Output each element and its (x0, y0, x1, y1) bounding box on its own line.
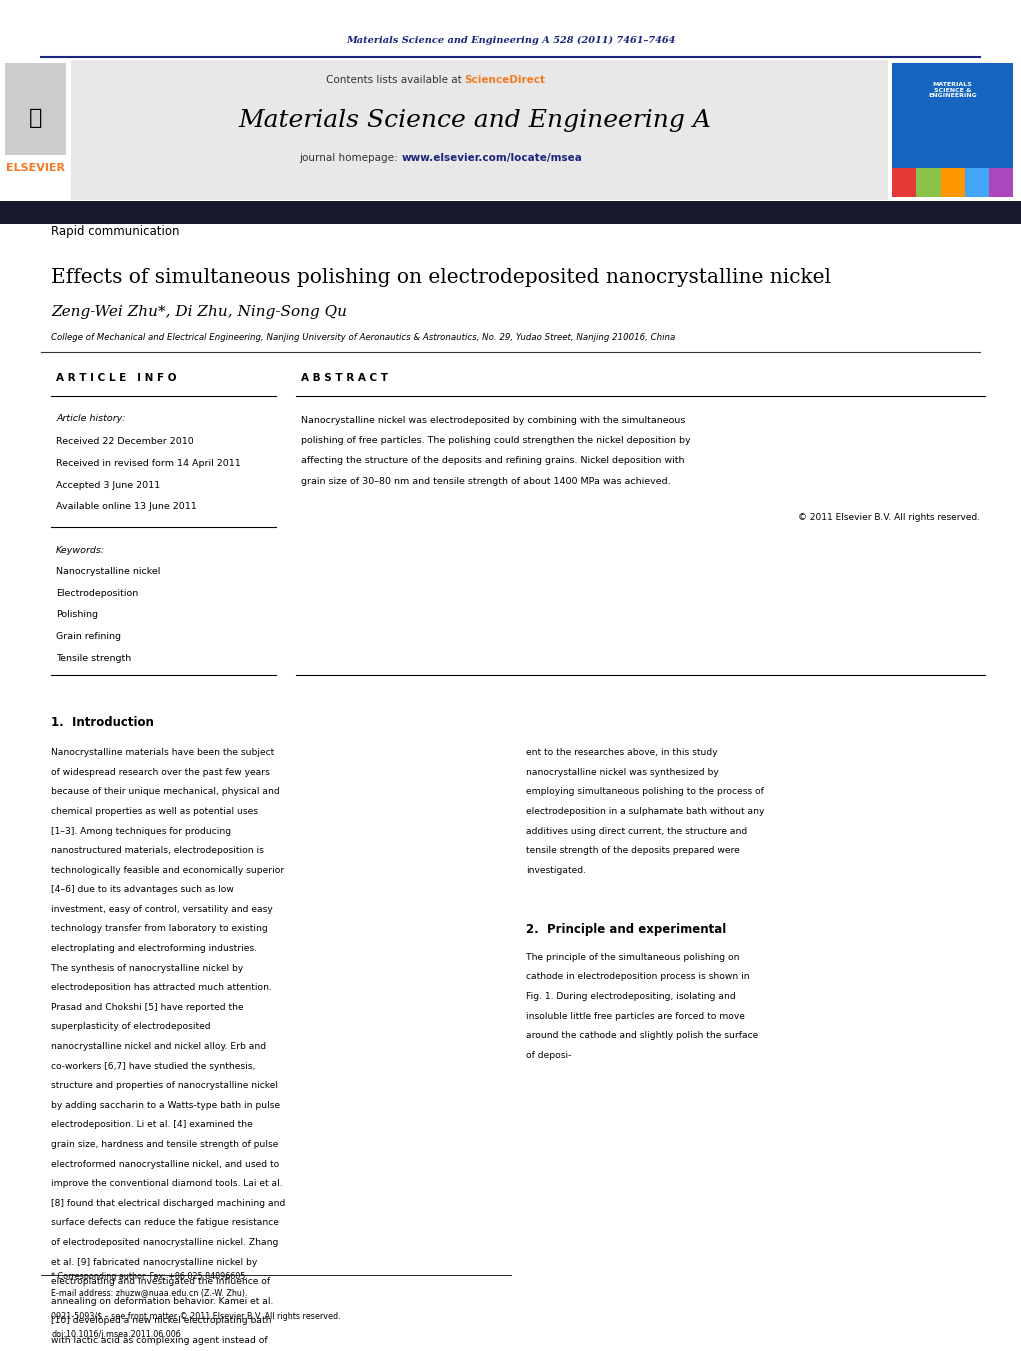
Text: [8] found that electrical discharged machining and: [8] found that electrical discharged mac… (51, 1198, 286, 1208)
Text: * Corresponding author. Fax: +86 025 84896605.: * Corresponding author. Fax: +86 025 848… (51, 1271, 248, 1281)
Text: Nanocrystalline nickel was electrodeposited by combining with the simultaneous: Nanocrystalline nickel was electrodeposi… (301, 416, 685, 424)
Text: The principle of the simultaneous polishing on: The principle of the simultaneous polish… (526, 952, 739, 962)
FancyBboxPatch shape (988, 168, 1013, 197)
Text: 2.  Principle and experimental: 2. Principle and experimental (526, 923, 726, 936)
Text: chemical properties as well as potential uses: chemical properties as well as potential… (51, 807, 258, 816)
Text: nanocrystalline nickel and nickel alloy. Erb and: nanocrystalline nickel and nickel alloy.… (51, 1042, 266, 1051)
Text: electroplating and investigated the influence of: electroplating and investigated the infl… (51, 1277, 271, 1286)
Text: superplasticity of electrodeposited: superplasticity of electrodeposited (51, 1023, 210, 1031)
Text: electrodeposition. Li et al. [4] examined the: electrodeposition. Li et al. [4] examine… (51, 1120, 253, 1129)
Text: Effects of simultaneous polishing on electrodeposited nanocrystalline nickel: Effects of simultaneous polishing on ele… (51, 267, 831, 286)
Text: nanostructured materials, electrodeposition is: nanostructured materials, electrodeposit… (51, 846, 263, 855)
FancyBboxPatch shape (5, 63, 66, 155)
Text: The synthesis of nanocrystalline nickel by: The synthesis of nanocrystalline nickel … (51, 963, 243, 973)
Text: co-workers [6,7] have studied the synthesis,: co-workers [6,7] have studied the synthe… (51, 1062, 255, 1070)
Text: 1.  Introduction: 1. Introduction (51, 716, 154, 728)
Text: Zeng-Wei Zhu*, Di Zhu, Ning-Song Qu: Zeng-Wei Zhu*, Di Zhu, Ning-Song Qu (51, 305, 347, 319)
Text: Available online 13 June 2011: Available online 13 June 2011 (56, 503, 197, 511)
Text: Keywords:: Keywords: (56, 546, 105, 554)
Text: 0921-5093/$ – see front matter © 2011 Elsevier B.V. All rights reserved.: 0921-5093/$ – see front matter © 2011 El… (51, 1312, 341, 1321)
Text: investment, easy of control, versatility and easy: investment, easy of control, versatility… (51, 905, 273, 913)
Text: investigated.: investigated. (526, 866, 586, 874)
Text: Rapid communication: Rapid communication (51, 226, 180, 239)
Text: with lactic acid as complexing agent instead of: with lactic acid as complexing agent ins… (51, 1336, 268, 1344)
FancyBboxPatch shape (917, 168, 940, 197)
Text: because of their unique mechanical, physical and: because of their unique mechanical, phys… (51, 788, 280, 796)
FancyBboxPatch shape (965, 168, 988, 197)
Text: Received in revised form 14 April 2011: Received in revised form 14 April 2011 (56, 459, 241, 467)
FancyBboxPatch shape (0, 59, 71, 200)
Text: polishing of free particles. The polishing could strengthen the nickel depositio: polishing of free particles. The polishi… (301, 436, 691, 444)
Text: affecting the structure of the deposits and refining grains. Nickel deposition w: affecting the structure of the deposits … (301, 457, 685, 465)
Text: annealing on deformation behavior. Kamei et al.: annealing on deformation behavior. Kamei… (51, 1297, 274, 1305)
Text: surface defects can reduce the fatigue resistance: surface defects can reduce the fatigue r… (51, 1219, 279, 1227)
Text: additives using direct current, the structure and: additives using direct current, the stru… (526, 827, 747, 835)
Text: technologically feasible and economically superior: technologically feasible and economicall… (51, 866, 284, 874)
Text: cathode in electrodeposition process is shown in: cathode in electrodeposition process is … (526, 973, 749, 981)
Text: employing simultaneous polishing to the process of: employing simultaneous polishing to the … (526, 788, 764, 796)
Text: of widespread research over the past few years: of widespread research over the past few… (51, 767, 270, 777)
Text: Prasad and Chokshi [5] have reported the: Prasad and Chokshi [5] have reported the (51, 1002, 244, 1012)
Text: Materials Science and Engineering A: Materials Science and Engineering A (238, 108, 712, 131)
Text: nanocrystalline nickel was synthesized by: nanocrystalline nickel was synthesized b… (526, 767, 719, 777)
Text: [4–6] due to its advantages such as low: [4–6] due to its advantages such as low (51, 885, 234, 894)
FancyBboxPatch shape (892, 62, 1013, 197)
Text: www.elsevier.com/locate/msea: www.elsevier.com/locate/msea (401, 153, 582, 163)
Text: ELSEVIER: ELSEVIER (6, 163, 65, 173)
Text: MATERIALS
SCIENCE &
ENGINEERING: MATERIALS SCIENCE & ENGINEERING (928, 81, 977, 99)
Text: electrodeposition in a sulphamate bath without any: electrodeposition in a sulphamate bath w… (526, 807, 764, 816)
Text: Nanocrystalline nickel: Nanocrystalline nickel (56, 567, 160, 576)
FancyBboxPatch shape (892, 168, 917, 197)
Text: Materials Science and Engineering A 528 (2011) 7461–7464: Materials Science and Engineering A 528 … (346, 35, 675, 45)
Text: journal homepage:: journal homepage: (299, 153, 401, 163)
Text: grain size, hardness and tensile strength of pulse: grain size, hardness and tensile strengt… (51, 1140, 279, 1148)
FancyBboxPatch shape (71, 59, 888, 200)
Text: Electrodeposition: Electrodeposition (56, 589, 139, 597)
Text: College of Mechanical and Electrical Engineering, Nanjing University of Aeronaut: College of Mechanical and Electrical Eng… (51, 332, 675, 342)
Text: ent to the researches above, in this study: ent to the researches above, in this stu… (526, 748, 718, 757)
Text: Tensile strength: Tensile strength (56, 654, 132, 662)
Text: insoluble little free particles are forced to move: insoluble little free particles are forc… (526, 1012, 744, 1020)
Text: Article history:: Article history: (56, 415, 126, 423)
Text: by adding saccharin to a Watts-type bath in pulse: by adding saccharin to a Watts-type bath… (51, 1101, 280, 1109)
Text: et al. [9] fabricated nanocrystalline nickel by: et al. [9] fabricated nanocrystalline ni… (51, 1258, 257, 1266)
Text: Nanocrystalline materials have been the subject: Nanocrystalline materials have been the … (51, 748, 275, 757)
Text: electrodeposition has attracted much attention.: electrodeposition has attracted much att… (51, 984, 272, 992)
Text: ScienceDirect: ScienceDirect (465, 76, 545, 85)
Text: Contents lists available at: Contents lists available at (326, 76, 465, 85)
Text: of deposi-: of deposi- (526, 1051, 571, 1059)
Text: Fig. 1. During electrodepositing, isolating and: Fig. 1. During electrodepositing, isolat… (526, 992, 735, 1001)
Text: around the cathode and slightly polish the surface: around the cathode and slightly polish t… (526, 1031, 758, 1040)
Text: of electrodeposited nanocrystalline nickel. Zhang: of electrodeposited nanocrystalline nick… (51, 1238, 279, 1247)
Text: Received 22 December 2010: Received 22 December 2010 (56, 438, 194, 446)
Text: tensile strength of the deposits prepared were: tensile strength of the deposits prepare… (526, 846, 739, 855)
Text: doi:10.1016/j.msea.2011.06.006: doi:10.1016/j.msea.2011.06.006 (51, 1329, 181, 1339)
Text: improve the conventional diamond tools. Lai et al.: improve the conventional diamond tools. … (51, 1179, 283, 1188)
Text: 🌿: 🌿 (29, 108, 43, 128)
Text: Grain refining: Grain refining (56, 632, 121, 640)
Text: E-mail address: zhuzw@nuaa.edu.cn (Z.-W. Zhu).: E-mail address: zhuzw@nuaa.edu.cn (Z.-W.… (51, 1288, 247, 1297)
Text: grain size of 30–80 nm and tensile strength of about 1400 MPa was achieved.: grain size of 30–80 nm and tensile stren… (301, 477, 671, 485)
Text: Accepted 3 June 2011: Accepted 3 June 2011 (56, 481, 160, 489)
Text: © 2011 Elsevier B.V. All rights reserved.: © 2011 Elsevier B.V. All rights reserved… (798, 513, 980, 521)
Text: Polishing: Polishing (56, 611, 98, 619)
Text: technology transfer from laboratory to existing: technology transfer from laboratory to e… (51, 924, 268, 934)
Text: [10] developed a new nickel electroplating bath: [10] developed a new nickel electroplati… (51, 1316, 272, 1325)
FancyBboxPatch shape (940, 168, 965, 197)
Text: electroplating and electroforming industries.: electroplating and electroforming indust… (51, 944, 257, 952)
Text: structure and properties of nanocrystalline nickel: structure and properties of nanocrystall… (51, 1081, 278, 1090)
Text: A R T I C L E   I N F O: A R T I C L E I N F O (56, 373, 177, 382)
Text: [1–3]. Among techniques for producing: [1–3]. Among techniques for producing (51, 827, 231, 835)
Text: electroformed nanocrystalline nickel, and used to: electroformed nanocrystalline nickel, an… (51, 1159, 280, 1169)
Text: A B S T R A C T: A B S T R A C T (301, 373, 388, 382)
FancyBboxPatch shape (0, 201, 1021, 224)
